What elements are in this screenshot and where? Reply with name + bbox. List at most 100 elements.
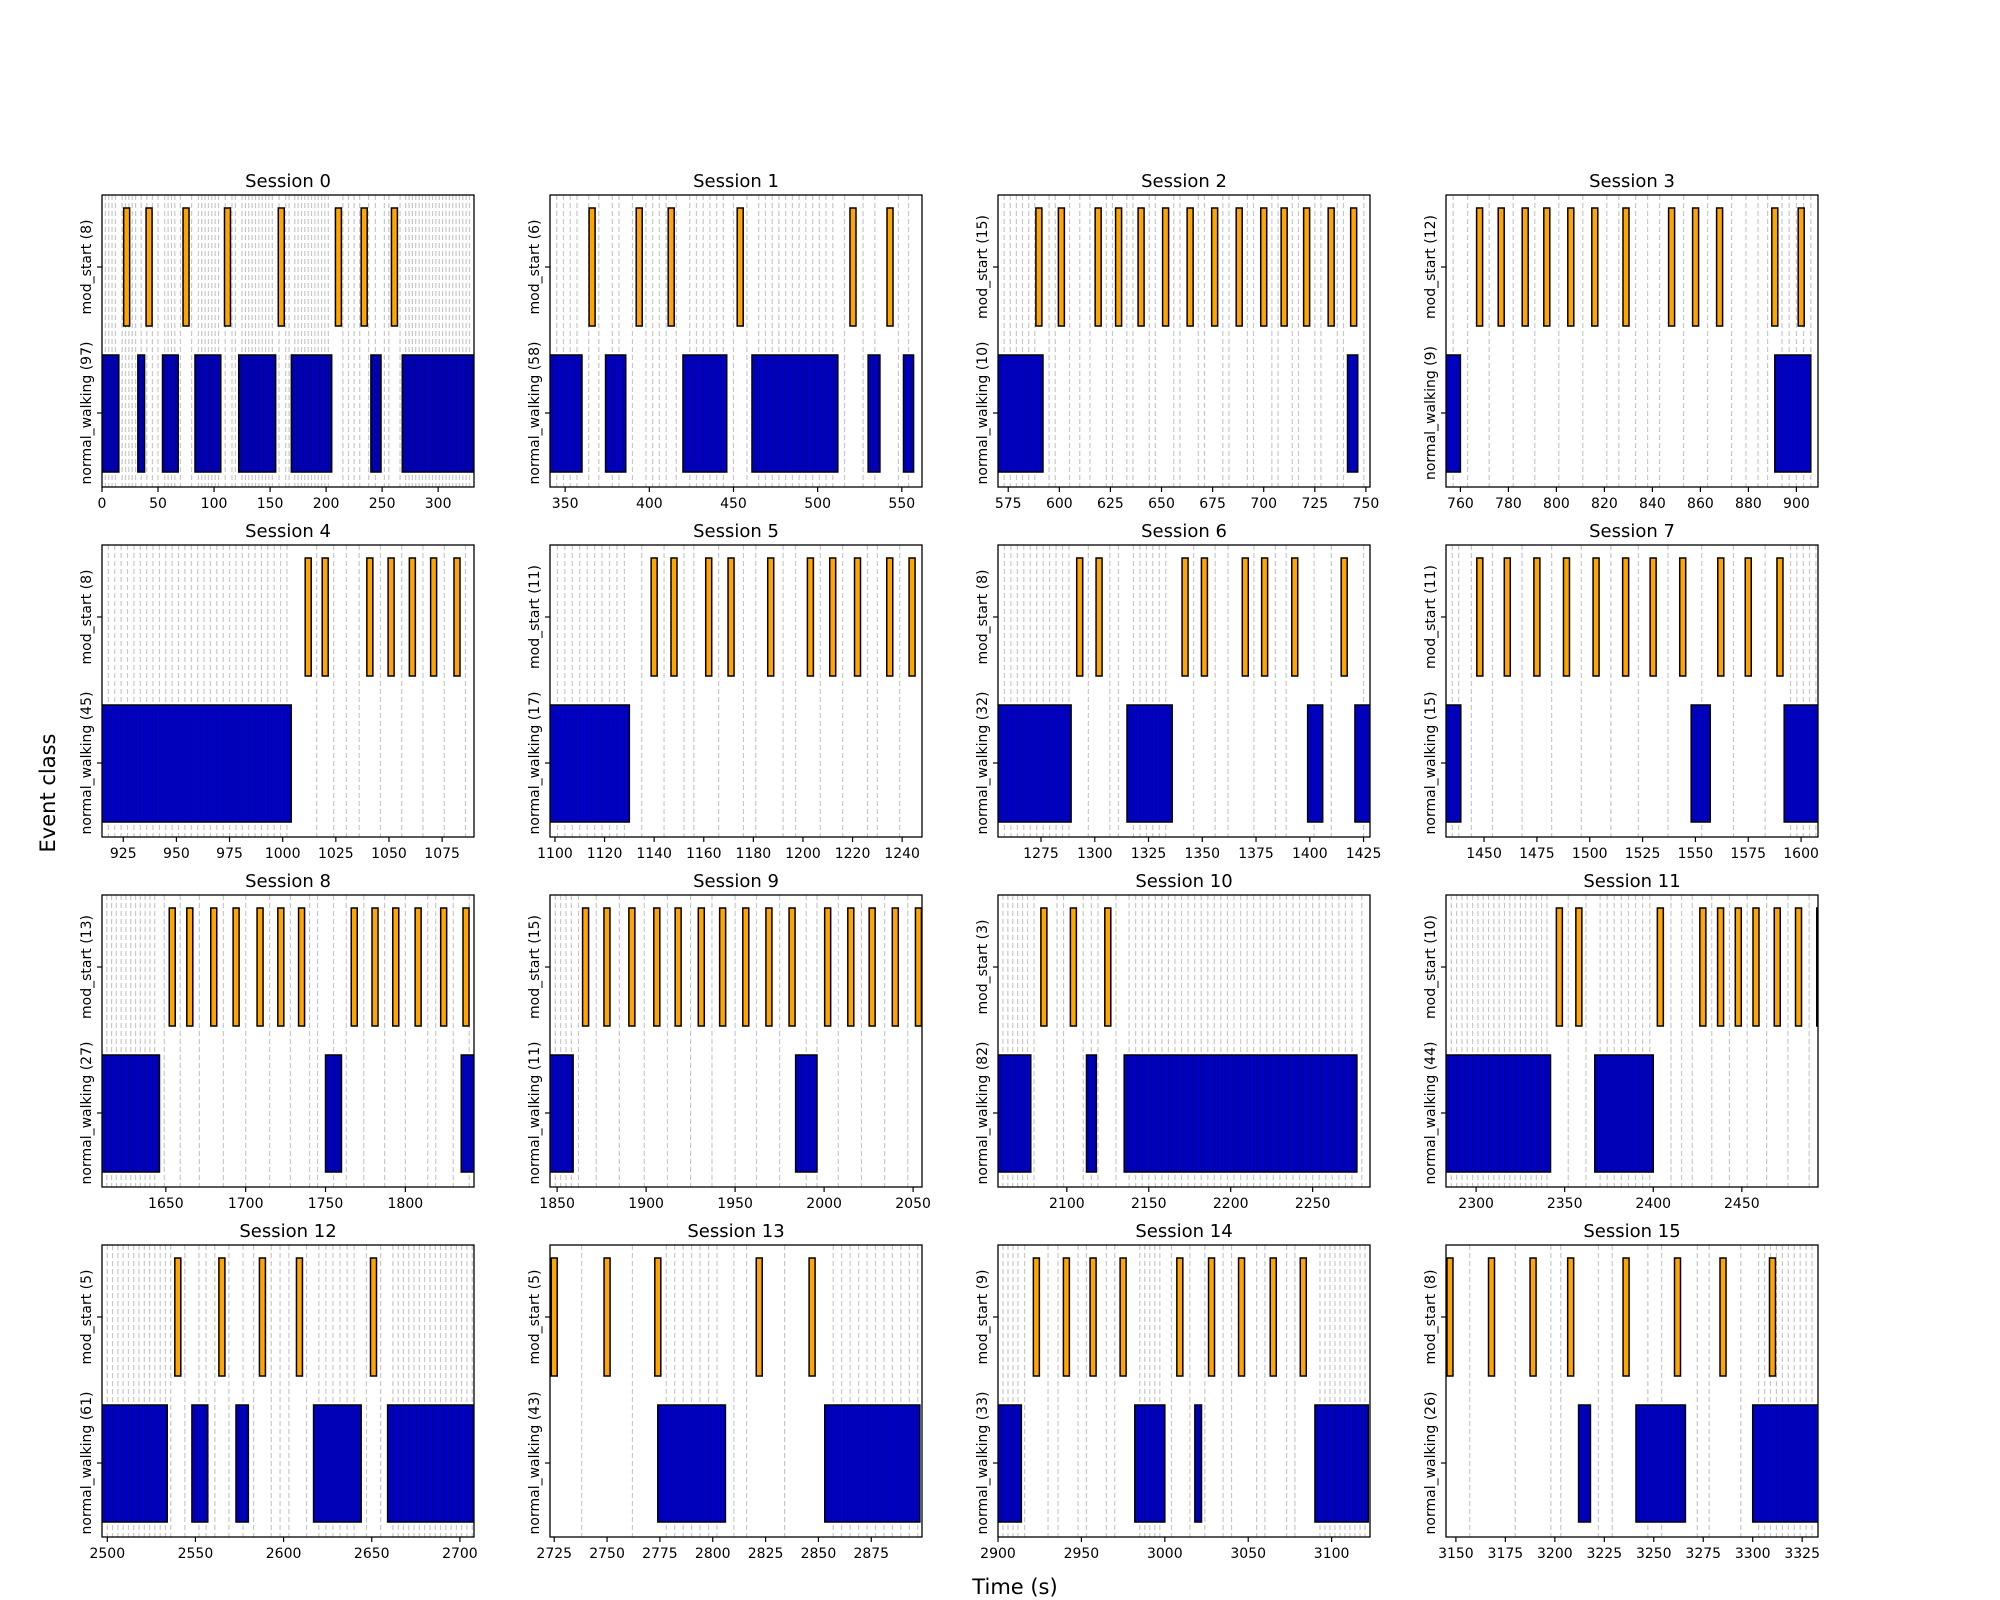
mod-start-bar bbox=[823, 907, 832, 1027]
mod-start-bar bbox=[1176, 1257, 1184, 1377]
panel-title: Session 4 bbox=[245, 521, 331, 542]
plot-frame bbox=[1445, 544, 1819, 838]
mod-start-bar bbox=[168, 907, 176, 1027]
panel-title: Session 5 bbox=[693, 521, 779, 542]
session-panel-1: Session 1 mod_start (6) normal_walking (58… bbox=[527, 171, 923, 512]
session-panel-5: Session 5 mod_start (11) normal_walking (1… bbox=[527, 521, 923, 862]
panel-title: Session 13 bbox=[687, 1221, 784, 1242]
plot-frame bbox=[1445, 194, 1819, 488]
normal-walking-bar bbox=[998, 704, 1072, 823]
mod-start-bar bbox=[1562, 557, 1571, 677]
normal-walking-bar bbox=[867, 354, 881, 473]
mod-start-bar bbox=[674, 907, 682, 1027]
x-tick-label: 1025 bbox=[318, 846, 354, 862]
ytick-label-normal-walking: normal_walking (43) bbox=[527, 1392, 543, 1535]
mod-start-bar bbox=[650, 557, 658, 677]
panel-title: Session 9 bbox=[693, 871, 779, 892]
mod-start-bar bbox=[1656, 907, 1665, 1027]
mod-start-bar bbox=[145, 207, 153, 327]
session-panel-0: Session 0 mod_start (8) normal_walking (97… bbox=[79, 171, 475, 512]
mod-start-bar bbox=[258, 1257, 267, 1377]
mod-start-bar bbox=[603, 907, 611, 1027]
ytick-label-mod-start: mod_start (3) bbox=[975, 920, 991, 1015]
x-tick-label: 3325 bbox=[1784, 1546, 1820, 1562]
x-tick-label: 2100 bbox=[1049, 1196, 1085, 1212]
mod-start-bar bbox=[392, 907, 400, 1027]
mod-start-bar bbox=[1241, 557, 1250, 677]
x-tick-label: 2550 bbox=[178, 1546, 214, 1562]
mod-start-bar bbox=[1768, 1257, 1777, 1377]
ytick-label-mod-start: mod_start (11) bbox=[1423, 565, 1439, 669]
x-tick-label: 3275 bbox=[1685, 1546, 1721, 1562]
session-panel-2: Session 2 mod_start (15) normal_walking (1… bbox=[975, 171, 1379, 512]
x-tick-label: 3100 bbox=[1314, 1546, 1350, 1562]
ytick-label-normal-walking: normal_walking (10) bbox=[975, 342, 991, 485]
mod-start-bar bbox=[414, 907, 422, 1027]
x-tick-label: 1220 bbox=[835, 846, 871, 862]
x-tick-label: 860 bbox=[1687, 496, 1714, 512]
mod-start-bar bbox=[304, 557, 312, 677]
mod-start-bar bbox=[588, 207, 596, 327]
session-panel-8: Session 8 mod_start (13) normal_walking (2… bbox=[79, 871, 475, 1212]
mod-start-bar bbox=[1340, 557, 1348, 677]
ytick-label-normal-walking: normal_walking (33) bbox=[975, 1392, 991, 1535]
mod-start-bar bbox=[1533, 557, 1541, 677]
x-tick-label: 2750 bbox=[589, 1546, 625, 1562]
panel-title: Session 3 bbox=[1589, 171, 1675, 192]
x-tick-label: 2700 bbox=[442, 1546, 478, 1562]
x-tick-label: 1200 bbox=[785, 846, 821, 862]
mod-start-bar bbox=[182, 207, 190, 327]
mod-start-bar bbox=[765, 907, 773, 1027]
plot-frame bbox=[549, 194, 923, 488]
mod-start-bar bbox=[462, 907, 470, 1027]
x-tick-label: 2150 bbox=[1131, 1196, 1167, 1212]
ytick-label-normal-walking: normal_walking (45) bbox=[79, 692, 95, 835]
mod-start-bar bbox=[256, 907, 264, 1027]
session-panel-9: Session 9 mod_start (15) normal_walking (1… bbox=[527, 871, 931, 1212]
x-tick-label: 925 bbox=[110, 846, 137, 862]
x-tick-label: 2400 bbox=[1635, 1196, 1671, 1212]
mod-start-bar bbox=[849, 207, 857, 327]
mod-start-bar bbox=[1260, 557, 1269, 677]
x-tick-label: 2300 bbox=[1458, 1196, 1494, 1212]
mod-start-bar bbox=[1476, 557, 1484, 677]
x-axis-label: Time (s) bbox=[971, 1575, 1057, 1599]
mod-start-bar bbox=[914, 907, 922, 1027]
mod-start-bar bbox=[1327, 207, 1335, 327]
mod-start-bar bbox=[736, 207, 744, 327]
x-tick-label: 950 bbox=[163, 846, 190, 862]
mod-start-bar bbox=[1592, 557, 1600, 677]
mod-start-bar bbox=[1529, 1257, 1537, 1377]
mod-start-bar bbox=[1622, 207, 1630, 327]
normal-walking-bar bbox=[1346, 354, 1359, 473]
mod-start-bar bbox=[1186, 207, 1194, 327]
x-tick-label: 3175 bbox=[1488, 1546, 1524, 1562]
mod-start-bar bbox=[550, 1257, 558, 1377]
x-tick-label: 250 bbox=[369, 496, 396, 512]
mod-start-bar bbox=[277, 907, 285, 1027]
normal-walking-bar bbox=[1446, 704, 1462, 823]
mod-start-bar bbox=[321, 557, 329, 677]
ytick-label-mod-start: mod_start (15) bbox=[975, 215, 991, 319]
mod-start-bar bbox=[886, 557, 894, 677]
mod-start-bar bbox=[1075, 557, 1084, 677]
session-panel-15: Session 15 mod_start (8) normal_walking (2… bbox=[1423, 1221, 1820, 1562]
ytick-label-mod-start: mod_start (10) bbox=[1423, 915, 1439, 1019]
mod-start-bar bbox=[1259, 207, 1268, 327]
ytick-label-mod-start: mod_start (8) bbox=[79, 570, 95, 665]
ytick-label-mod-start: mod_start (15) bbox=[527, 915, 543, 1019]
x-tick-label: 650 bbox=[1148, 496, 1175, 512]
x-tick-label: 760 bbox=[1447, 496, 1474, 512]
session-panel-13: Session 13 mod_start (5) normal_walking (4… bbox=[527, 1221, 923, 1562]
mod-start-bar bbox=[186, 907, 194, 1027]
x-tick-label: 3200 bbox=[1537, 1546, 1573, 1562]
mod-start-bar bbox=[1591, 207, 1599, 327]
mod-start-bar bbox=[1446, 1257, 1454, 1377]
panel-title: Session 12 bbox=[239, 1221, 336, 1242]
x-tick-label: 2050 bbox=[895, 1196, 931, 1212]
mod-start-bar bbox=[429, 557, 438, 677]
x-tick-label: 1575 bbox=[1730, 846, 1766, 862]
mod-start-bar bbox=[891, 907, 900, 1027]
mod-start-bar bbox=[718, 907, 727, 1027]
mod-start-bar bbox=[1057, 207, 1066, 327]
